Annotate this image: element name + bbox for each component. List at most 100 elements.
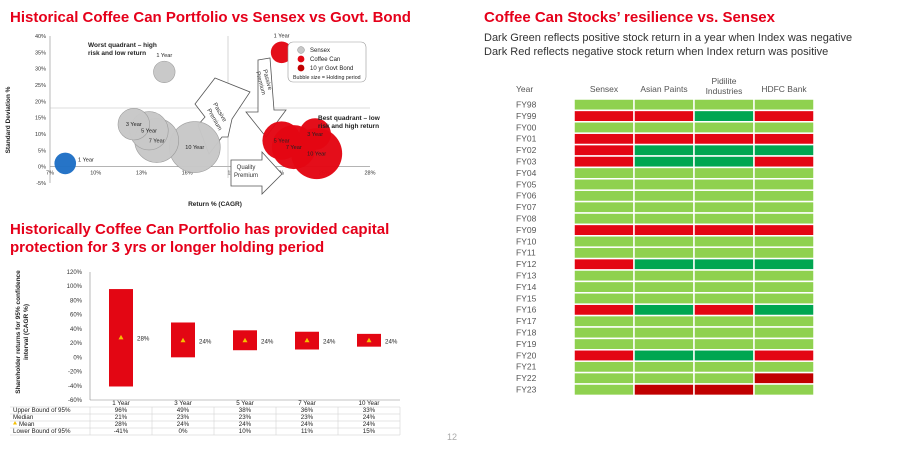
heatmap-row-label: FY20 — [516, 350, 537, 360]
heatmap-cell — [753, 337, 815, 351]
heatmap-cell — [633, 235, 695, 248]
bubble-y-axis-label: Standard Deviation % — [5, 86, 12, 153]
heatmap-year-header: Year — [516, 84, 533, 94]
heatmap-cell — [753, 292, 815, 305]
bar-data-table: Upper Bound of 95% Median Mean Lower Bou… — [10, 406, 401, 436]
bubble-x-tick-label: 7% — [46, 171, 54, 177]
bubble-legend: Sensex Coffee Can 10 yr Govt Bond Bubble… — [287, 41, 367, 83]
table-cell: 38% — [239, 407, 252, 414]
heatmap-row-label: FY02 — [516, 145, 537, 155]
heatmap-cell — [693, 178, 755, 191]
heatmap-row-label: FY08 — [516, 214, 537, 224]
heatmap-cell — [693, 292, 755, 305]
table-row-label-lower: Lower Bound of 95% — [13, 428, 71, 435]
mean-data-label: 24% — [385, 338, 398, 345]
passive-premium2-label-1: Passive — [261, 69, 272, 91]
heatmap-cell — [693, 326, 755, 340]
table-cell: 0% — [179, 428, 188, 435]
mean-marker — [304, 337, 310, 343]
worst-quadrant-label-1: Worst quadrant – high — [88, 42, 157, 49]
heatmap-cell — [753, 166, 815, 180]
bubble-point — [54, 152, 77, 175]
bar-chart-title-line1: Historically Coffee Can Portfolio has pr… — [10, 221, 390, 238]
bubble-y-tick-label: -5% — [36, 181, 46, 187]
heatmap-cell — [633, 326, 695, 340]
bar-y-tick-label: 0% — [73, 355, 82, 361]
heatmap-row-label: FY03 — [516, 157, 537, 167]
heatmap-cell — [693, 155, 755, 169]
heatmap-title: Coffee Can Stocks’ resilience vs. Sensex — [484, 9, 775, 26]
heatmap-row-label: FY09 — [516, 225, 537, 235]
quality-premium-label-2: Premium — [234, 173, 258, 179]
heatmap-cell — [693, 200, 755, 214]
heatmap-cell — [753, 257, 815, 271]
mean-marker-icon — [13, 421, 17, 425]
bar-chart: -60% -40% -20% 0% 20% 40% 60% 80% 100% 120% 28% 1 … — [10, 270, 401, 436]
bubble-point-label: 7 Year — [286, 145, 302, 151]
bubble-point-label: 3 Year — [307, 132, 323, 138]
heatmap-column-header: Sensex — [590, 84, 619, 94]
heatmap-cell — [753, 360, 815, 374]
heatmap-row-label: FY06 — [516, 191, 537, 201]
heatmap-cell — [573, 178, 635, 191]
legend-label-sensex: Sensex — [310, 48, 330, 54]
heatmap-cell — [633, 200, 695, 214]
bubble-point — [299, 118, 331, 150]
table-cell: 33% — [363, 407, 376, 414]
heatmap-row-label: FY17 — [516, 316, 537, 326]
heatmap-row-label: FY22 — [516, 373, 537, 383]
bar-category-label: 3 Year — [174, 400, 192, 407]
heatmap-cell — [693, 280, 755, 294]
bubble-x-axis-label: Return % (CAGR) — [188, 201, 242, 208]
bubble-point-label: 1 Year — [274, 34, 290, 40]
table-cell: 28% — [115, 421, 128, 428]
heatmap-cell — [753, 314, 815, 328]
heatmap-cell — [753, 155, 815, 169]
heatmap-cell — [633, 303, 695, 317]
heatmap-cell — [693, 257, 755, 271]
bubble-point-label: 10 Year — [307, 152, 326, 158]
heatmap-row-label: FY01 — [516, 134, 537, 144]
heatmap-cell — [633, 98, 695, 112]
heatmap-cell — [753, 212, 815, 226]
bubble-point-label: 1 Year — [156, 53, 172, 59]
worst-quadrant-label-2: risk and low return — [88, 50, 146, 57]
table-cell: 24% — [363, 421, 376, 428]
heatmap-row-label: FY98 — [516, 100, 537, 110]
heatmap-cell — [753, 200, 815, 214]
heatmap-cell — [573, 257, 635, 271]
bubble-y-tick-label: 20% — [35, 99, 46, 105]
heatmap-cell — [693, 166, 755, 180]
heatmap-cell — [573, 269, 635, 283]
heatmap-cell — [753, 223, 815, 237]
heatmap-row-label: FY12 — [516, 259, 537, 269]
heatmap-cell — [753, 235, 815, 248]
heatmap-cell — [753, 280, 815, 294]
heatmap-cell — [573, 98, 635, 112]
mean-marker — [366, 337, 372, 343]
heatmap-cell — [633, 314, 695, 328]
table-cell: 36% — [301, 407, 314, 414]
heatmap-cell — [753, 178, 815, 191]
bar-y-tick-label: 120% — [67, 270, 83, 276]
bar-axes: -60% -40% -20% 0% 20% 40% 60% 80% 100% 120% — [67, 270, 400, 404]
table-row-label-upper: Upper Bound of 95% — [13, 407, 71, 414]
heatmap-cell — [633, 143, 695, 157]
heatmap-cell — [693, 143, 755, 157]
bar-y-tick-label: 80% — [70, 298, 83, 304]
heatmap-cell — [573, 121, 635, 134]
heatmap-cell — [573, 132, 635, 146]
bubble-y-tick-label: 35% — [35, 50, 46, 56]
bubble-x-tick-label: 16% — [182, 171, 193, 177]
bar-chart-title-line2: protection for 3 yrs or longer holding p… — [10, 239, 325, 256]
best-quadrant-label-2: risk and high return — [318, 123, 379, 130]
bubble-chart: 7%10%13%16%19%22%25%28%-5%0%5%10%15%20%2… — [5, 34, 381, 208]
heatmap-cells — [573, 98, 815, 397]
heatmap-cell — [633, 189, 695, 203]
heatmap-cell — [693, 349, 755, 362]
heatmap-cell — [753, 269, 815, 283]
bubble-point — [153, 60, 176, 84]
heatmap-cell — [753, 98, 815, 112]
